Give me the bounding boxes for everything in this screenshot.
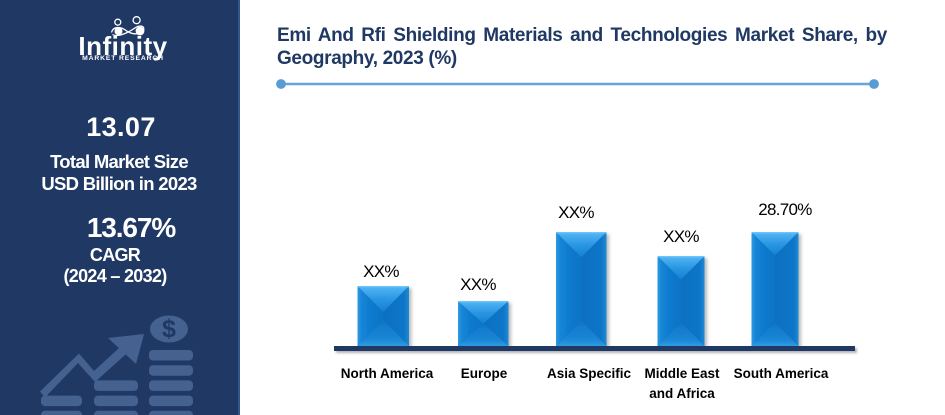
svg-text:$: $ bbox=[162, 315, 176, 343]
